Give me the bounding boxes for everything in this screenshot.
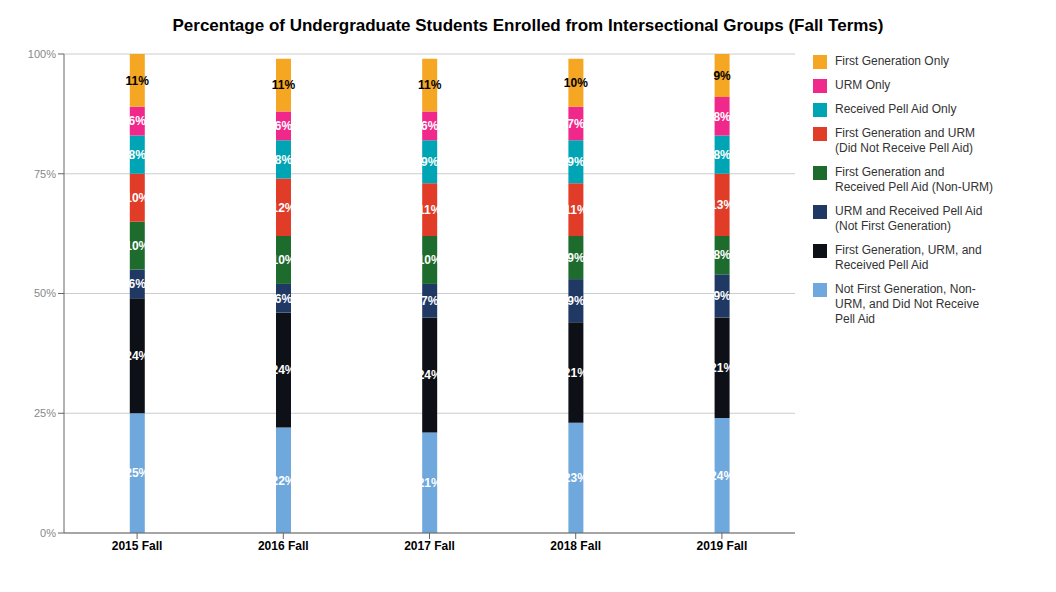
svg-text:2017 Fall: 2017 Fall: [404, 539, 455, 553]
svg-text:10%: 10%: [125, 239, 149, 253]
svg-text:21%: 21%: [710, 361, 734, 375]
svg-text:25%: 25%: [34, 407, 56, 419]
svg-text:100%: 100%: [28, 48, 56, 60]
html-text:Percentage of Undergraduate St: Percentage of Undergraduate Students Enr…: [172, 16, 884, 35]
svg-text:6%: 6%: [275, 119, 293, 133]
html-text:First Generation and Received: First Generation and Received Pell Aid (…: [835, 165, 994, 194]
svg-text:8%: 8%: [275, 153, 293, 167]
svg-text:0%: 0%: [40, 527, 56, 539]
svg-text:8%: 8%: [129, 148, 147, 162]
svg-text:23%: 23%: [564, 471, 588, 485]
svg-text:6%: 6%: [421, 119, 439, 133]
svg-text:11%: 11%: [418, 78, 442, 92]
svg-text:9%: 9%: [567, 251, 585, 265]
svg-text:8%: 8%: [713, 110, 731, 124]
svg-text:75%: 75%: [34, 168, 56, 180]
svg-text:11%: 11%: [126, 74, 150, 88]
svg-text:50%: 50%: [34, 287, 56, 299]
svg-text:10%: 10%: [418, 253, 442, 267]
svg-text:10%: 10%: [564, 76, 588, 90]
svg-text:9%: 9%: [567, 155, 585, 169]
svg-text:10%: 10%: [125, 191, 149, 205]
svg-text:7%: 7%: [567, 117, 585, 131]
svg-text:21%: 21%: [418, 476, 442, 490]
svg-text:9%: 9%: [713, 289, 731, 303]
svg-text:11%: 11%: [418, 203, 442, 217]
svg-text:9%: 9%: [713, 69, 731, 83]
svg-text:2018 Fall: 2018 Fall: [550, 539, 601, 553]
svg-text:10%: 10%: [271, 253, 295, 267]
svg-text:25%: 25%: [125, 466, 149, 480]
svg-text:12%: 12%: [271, 201, 295, 215]
html-text:URM Only: URM Only: [835, 78, 891, 92]
svg-text:7%: 7%: [421, 294, 439, 308]
svg-text:9%: 9%: [421, 155, 439, 169]
html-text:URM and Received Pell Aid (Not: URM and Received Pell Aid (Not First Gen…: [835, 204, 983, 233]
svg-text:11%: 11%: [564, 203, 588, 217]
svg-text:8%: 8%: [713, 148, 731, 162]
html-text:First Generation Only: First Generation Only: [835, 54, 949, 68]
html-text:First Generation, URM, and Rec: First Generation, URM, and Received Pell…: [835, 243, 982, 272]
svg-text:6%: 6%: [275, 292, 293, 306]
svg-text:6%: 6%: [129, 114, 147, 128]
svg-text:21%: 21%: [564, 366, 588, 380]
svg-text:2016 Fall: 2016 Fall: [258, 539, 309, 553]
svg-text:24%: 24%: [418, 368, 442, 382]
html-text:Not First Generation, Non- URM: Not First Generation, Non- URM, and Did …: [835, 282, 980, 326]
html-text:First Generation and URM (Did: First Generation and URM (Did Not Receiv…: [835, 126, 976, 155]
svg-text:11%: 11%: [272, 78, 296, 92]
svg-text:22%: 22%: [271, 474, 295, 488]
svg-text:24%: 24%: [710, 469, 734, 483]
svg-text:2019 Fall: 2019 Fall: [697, 539, 748, 553]
html-text:Received Pell Aid Only: Received Pell Aid Only: [835, 102, 957, 116]
svg-text:2015 Fall: 2015 Fall: [112, 539, 163, 553]
svg-text:6%: 6%: [129, 277, 147, 291]
svg-text:9%: 9%: [567, 294, 585, 308]
svg-text:24%: 24%: [125, 349, 149, 363]
svg-text:13%: 13%: [710, 198, 734, 212]
svg-text:24%: 24%: [271, 363, 295, 377]
svg-text:8%: 8%: [713, 248, 731, 262]
